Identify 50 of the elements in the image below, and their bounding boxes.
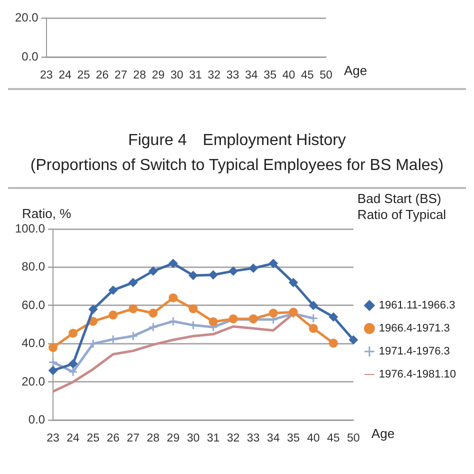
x-tick-label: 30 — [186, 432, 200, 444]
x-tick-label: 50 — [347, 432, 360, 444]
x-tick-label: 50 — [320, 69, 332, 82]
x-tick-label: 33 — [246, 432, 260, 444]
x-tick-label: 32 — [208, 69, 221, 82]
legend-label: 1971.4-1976.3 — [378, 346, 450, 358]
y-tick-label: 0.0 — [28, 412, 46, 427]
x-axis-title: Age — [371, 426, 395, 441]
x-tick-label: 28 — [133, 69, 146, 82]
x-tick-label: 27 — [126, 432, 140, 444]
x-tick-label: 31 — [206, 432, 220, 444]
y-tick-label: 60.0 — [22, 298, 46, 312]
y-tick-label: 20.0 — [14, 10, 39, 25]
legend-label: 1966.4-1971.3 — [378, 322, 450, 335]
y-tick-label: 0.0 — [22, 50, 39, 64]
x-tick-label: 35 — [286, 432, 300, 444]
chart-subtitle: (Proportions of Switch to Typical Employees for BS Males) — [29, 157, 445, 175]
x-axis-title: Age — [344, 62, 368, 78]
y-tick-label: 20.0 — [22, 374, 46, 388]
x-tick-label: 27 — [114, 69, 128, 82]
legend-label: 1961.11-1966.3 — [378, 300, 456, 312]
x-tick-label: 33 — [226, 69, 240, 82]
x-tick-label: 24 — [66, 432, 80, 444]
x-tick-label: 24 — [58, 69, 72, 82]
x-tick-label: 40 — [306, 432, 320, 444]
x-tick-label: 40 — [282, 69, 296, 82]
legend-label: 1976.4-1981.10 — [378, 368, 456, 381]
x-tick-label: 32 — [226, 432, 240, 444]
x-tick-label: 26 — [96, 69, 109, 82]
x-tick-label: 35 — [264, 69, 276, 82]
x-tick-label: 29 — [166, 432, 180, 444]
x-tick-label: 29 — [152, 69, 165, 82]
legend-title: Bad Start (BS) Ratio of Typical — [357, 191, 446, 222]
x-tick-label: 34 — [266, 432, 280, 444]
x-tick-label: 23 — [46, 432, 60, 444]
x-tick-label: 45 — [327, 432, 340, 444]
x-tick-label: 28 — [146, 432, 160, 444]
x-tick-label: 25 — [86, 432, 100, 444]
x-tick-label: 26 — [106, 432, 120, 444]
x-tick-label: 30 — [170, 69, 184, 82]
x-tick-label: 45 — [300, 69, 314, 82]
x-tick-label: 31 — [189, 69, 202, 82]
y-tick-label: 80.0 — [22, 260, 46, 274]
y-tick-label: 40.0 — [22, 336, 46, 350]
x-tick-label: 34 — [245, 69, 258, 82]
y-tick-label: 100.0 — [15, 221, 46, 236]
chart-title: Figure 4 Employment History — [127, 131, 347, 151]
y-axis-title: Ratio, % — [22, 206, 72, 222]
x-tick-label: 25 — [77, 69, 90, 82]
x-tick-label: 23 — [40, 69, 53, 82]
